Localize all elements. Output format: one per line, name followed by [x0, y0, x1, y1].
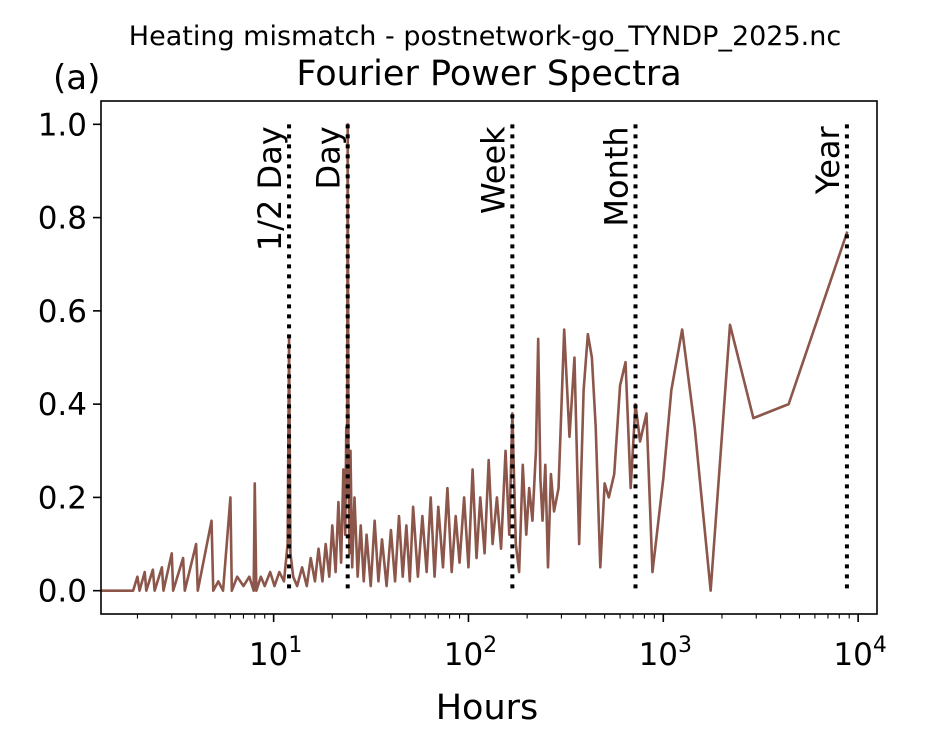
reference-line-label-2: Week	[474, 126, 512, 214]
plot-area: 1/2 Day Day Week Month Year	[101, 123, 849, 592]
y-tick-label-5: 1.0	[38, 107, 87, 143]
x-axis-label: Hours	[436, 688, 539, 728]
y-tick-label-3: 0.6	[38, 294, 87, 330]
reference-line-label-1: Day	[310, 126, 348, 189]
chart-title: Fourier Power Spectra	[296, 54, 681, 94]
figure-suptitle: Heating mismatch - postnetwork-go_TYNDP_…	[129, 21, 841, 52]
plot-frame	[100, 100, 878, 615]
y-tick-label-4: 0.8	[38, 201, 87, 237]
reference-line-label-4: Year	[809, 125, 847, 195]
y-tick-label-2: 0.4	[38, 387, 87, 423]
x-tick-label-0: 101	[249, 633, 302, 673]
x-tick-label-1: 102	[444, 633, 497, 673]
panel-label: (a)	[53, 58, 100, 98]
reference-line-label-0: 1/2 Day	[251, 126, 289, 251]
y-tick-label-1: 0.2	[38, 480, 87, 516]
x-axis: 101 102 103 104	[136, 614, 887, 673]
y-tick-label-0: 0.0	[38, 574, 87, 610]
x-tick-label-3: 104	[833, 633, 886, 673]
x-tick-label-2: 103	[639, 633, 692, 673]
y-axis: 0.0 0.2 0.4 0.6 0.8 1.0	[38, 107, 101, 610]
series-line-0	[101, 123, 849, 592]
reference-line-label-3: Month	[597, 126, 635, 226]
